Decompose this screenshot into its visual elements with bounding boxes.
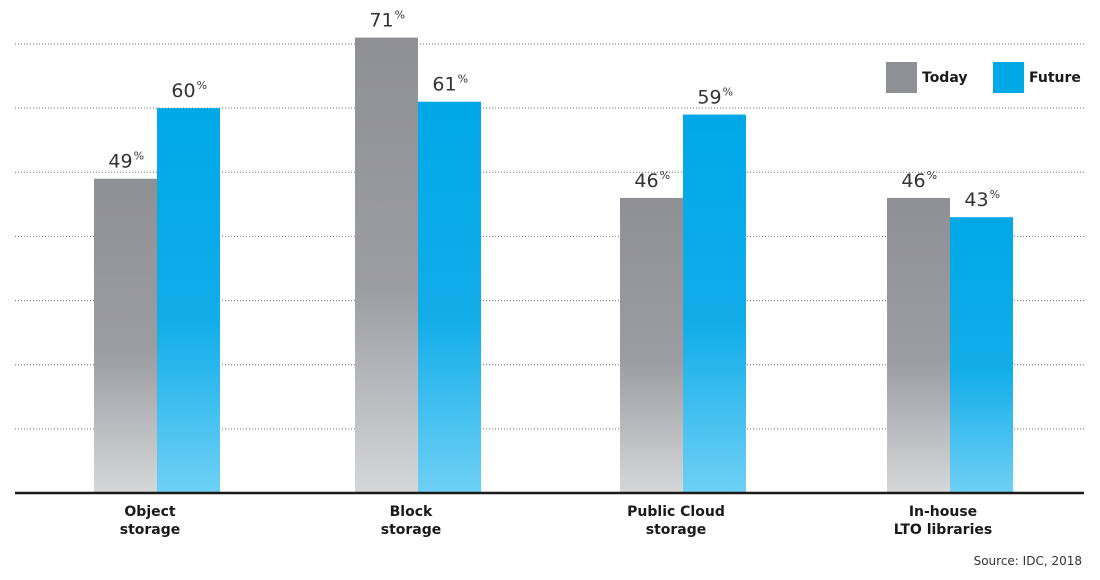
- value-label: 46: [634, 170, 658, 192]
- legend: Today Future: [886, 62, 1081, 93]
- value-label: 59: [697, 87, 721, 109]
- value-label-suffix: %: [990, 188, 1000, 201]
- bar-future: [683, 114, 746, 494]
- value-label: 43: [964, 189, 988, 211]
- legend-swatch-future: [993, 62, 1024, 93]
- gridlines: [15, 43, 1084, 430]
- value-label-suffix: %: [458, 73, 468, 86]
- category-labels: Object storage Block storage Public Cloud sto…: [120, 504, 992, 538]
- category-label: Public Cloud: [627, 504, 725, 520]
- category-label: In-house: [909, 504, 977, 520]
- value-labels: 49 %60 %71 %61 %46 %59 %46 %43%: [108, 9, 1000, 212]
- bar-today: [94, 178, 157, 493]
- legend-label-future: Future: [1029, 70, 1081, 86]
- bar-today: [355, 37, 418, 493]
- bars: [94, 37, 1013, 494]
- bar-today: [887, 197, 950, 493]
- category-label: storage: [381, 522, 442, 538]
- value-label-suffix: %: [723, 86, 733, 99]
- bar-future: [418, 101, 481, 493]
- source-note: Source: IDC, 2018: [974, 554, 1082, 568]
- category-label: LTO libraries: [894, 522, 992, 538]
- category-label: storage: [646, 522, 707, 538]
- legend-swatch-today: [886, 62, 917, 93]
- value-label: 71: [369, 10, 393, 32]
- value-label-suffix: %: [660, 169, 670, 182]
- value-label: 46: [901, 170, 925, 192]
- legend-label-today: Today: [922, 70, 967, 86]
- category-label: Object: [124, 504, 176, 520]
- value-label: 60: [171, 80, 195, 102]
- value-label: 61: [432, 74, 456, 96]
- value-label-suffix: %: [927, 169, 937, 182]
- bar-future: [157, 108, 220, 494]
- value-label-suffix: %: [134, 150, 144, 163]
- bar-future: [950, 217, 1013, 493]
- category-label: storage: [120, 522, 181, 538]
- category-label: Block: [390, 504, 433, 520]
- value-label-suffix: %: [395, 9, 405, 22]
- value-label-suffix: %: [197, 79, 207, 92]
- value-label: 49: [108, 151, 132, 173]
- bar-today: [620, 197, 683, 493]
